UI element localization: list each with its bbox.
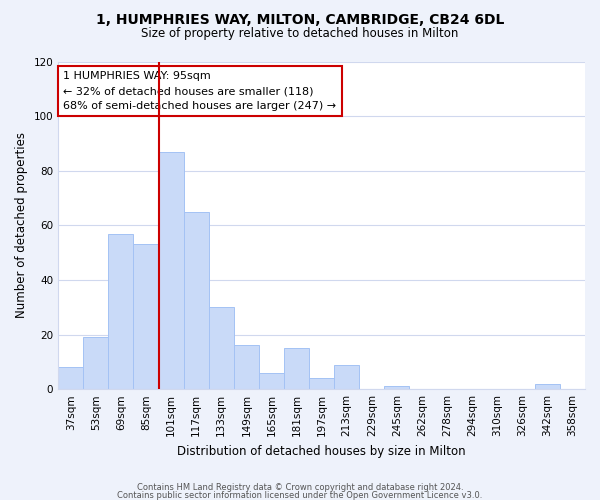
- Bar: [385, 386, 409, 389]
- Bar: [234, 346, 259, 389]
- Bar: [284, 348, 309, 389]
- Bar: [109, 234, 133, 389]
- Bar: [83, 338, 109, 389]
- Text: Contains HM Land Registry data © Crown copyright and database right 2024.: Contains HM Land Registry data © Crown c…: [137, 484, 463, 492]
- Bar: [184, 212, 209, 389]
- Bar: [209, 308, 234, 389]
- Bar: [309, 378, 334, 389]
- Text: 1, HUMPHRIES WAY, MILTON, CAMBRIDGE, CB24 6DL: 1, HUMPHRIES WAY, MILTON, CAMBRIDGE, CB2…: [96, 12, 504, 26]
- Bar: [158, 152, 184, 389]
- Text: Contains public sector information licensed under the Open Government Licence v3: Contains public sector information licen…: [118, 490, 482, 500]
- Text: Size of property relative to detached houses in Milton: Size of property relative to detached ho…: [142, 28, 458, 40]
- Bar: [58, 368, 83, 389]
- Bar: [334, 364, 359, 389]
- Y-axis label: Number of detached properties: Number of detached properties: [15, 132, 28, 318]
- X-axis label: Distribution of detached houses by size in Milton: Distribution of detached houses by size …: [177, 444, 466, 458]
- Bar: [259, 373, 284, 389]
- Bar: [133, 244, 158, 389]
- Bar: [535, 384, 560, 389]
- Text: 1 HUMPHRIES WAY: 95sqm
← 32% of detached houses are smaller (118)
68% of semi-de: 1 HUMPHRIES WAY: 95sqm ← 32% of detached…: [64, 72, 337, 111]
